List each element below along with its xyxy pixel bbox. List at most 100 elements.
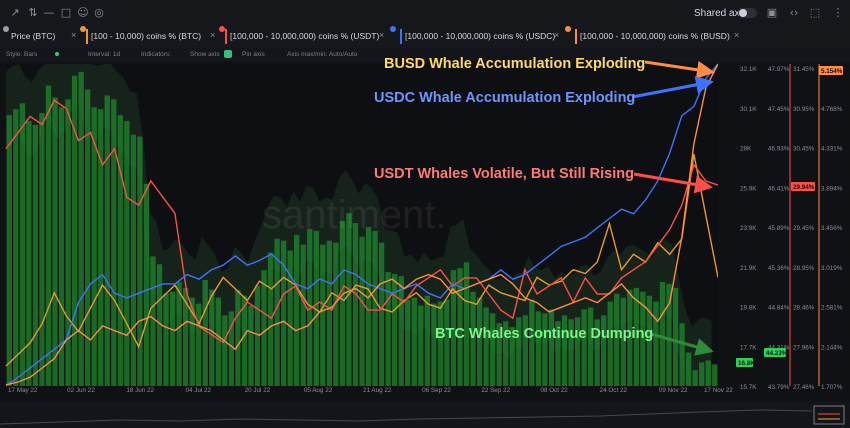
menu-icon[interactable]: ⋮	[832, 6, 844, 19]
price-bar	[320, 244, 326, 386]
close-icon[interactable]: ×	[71, 30, 77, 40]
fullscreen-icon[interactable]: ⬚	[809, 6, 821, 19]
show-axis-label: Show axis	[190, 51, 220, 58]
price-bar	[6, 115, 12, 387]
metric-price-btc[interactable]: Price (BTC)	[11, 31, 56, 41]
axis-tick-label: 47.45%	[768, 106, 790, 113]
close-icon[interactable]: ×	[379, 30, 385, 40]
camera-icon[interactable]: ▣	[766, 6, 778, 19]
metric-usdt-color-dot	[219, 26, 225, 32]
code-icon[interactable]: ‹›	[789, 6, 799, 19]
price-bar	[529, 299, 535, 386]
ruler-icon[interactable]: ⇅	[28, 6, 38, 19]
price-bar	[489, 313, 496, 386]
axis-tick-label: 31.45%	[793, 66, 815, 73]
price-bar	[548, 309, 555, 386]
price-bar	[156, 264, 163, 386]
axis-tick-label: 44.84%	[768, 305, 790, 312]
axis-tick-label: 29.45%	[793, 225, 815, 232]
price-bar	[280, 240, 287, 386]
metric-btc-whales[interactable]: [100 - 10,000) coins % (BTC)	[91, 31, 202, 41]
price-bar	[640, 291, 646, 386]
btc-annotation: BTC Whales Continue Dumping	[435, 326, 653, 342]
axis-tick-label: 45.89%	[768, 225, 790, 232]
axis-tick-label: 3.456%	[821, 225, 843, 232]
metric-usdc-color-bar	[400, 29, 402, 44]
price-bar	[13, 109, 19, 386]
price-bar	[522, 315, 528, 386]
price-bar	[620, 297, 626, 386]
x-axis-label: 20 Jul 22	[245, 387, 271, 394]
axis-tick-label: 27.96%	[793, 344, 815, 351]
style-color-dot	[55, 52, 59, 56]
price-bar	[705, 360, 711, 386]
note-icon[interactable]: □	[60, 6, 72, 19]
show-axis-checkbox[interactable]	[224, 50, 232, 58]
price-bar	[228, 311, 235, 386]
price-bar	[274, 238, 280, 386]
price-bar	[646, 295, 653, 386]
price-bar	[653, 301, 659, 386]
indicators-selector[interactable]: Indicators:	[141, 51, 171, 58]
axis-tick-label: 46.41%	[768, 185, 790, 192]
close-icon[interactable]: ×	[210, 30, 216, 40]
price-bar	[65, 99, 71, 386]
metric-usdt-whales[interactable]: [100,000 - 10,000,000) coins % (USDT)	[230, 31, 380, 41]
price-bar	[209, 289, 215, 386]
style-selector[interactable]: Style: Bars	[6, 51, 38, 58]
navigator-minimap[interactable]	[0, 402, 850, 428]
price-bar	[614, 293, 620, 386]
busd-arrow	[644, 60, 715, 79]
axis-tick-label: 27.46%	[793, 384, 815, 391]
axis-tick-label: 45.36%	[768, 265, 790, 272]
price-bar	[483, 307, 489, 386]
price-bar	[450, 270, 457, 386]
price-bar	[26, 120, 32, 386]
price-bar	[111, 99, 117, 386]
axis-value-marker	[791, 182, 815, 191]
axis-tick-label: 28.46%	[793, 305, 815, 312]
axis-tick-label: 44.31%	[768, 344, 790, 351]
metric-usdc-whales[interactable]: [100,000 - 10,000,000) coins % (USDC)	[405, 31, 556, 41]
price-bar	[78, 71, 84, 386]
price-bar	[712, 364, 718, 386]
axis-tick-label: 46.93%	[768, 146, 790, 153]
price-range-band	[6, 64, 712, 386]
price-bar	[679, 323, 685, 386]
price-bar	[372, 230, 378, 386]
axis-tick-label: 43.79%	[768, 384, 790, 391]
price-bar	[300, 244, 306, 386]
close-icon[interactable]: ×	[554, 30, 560, 40]
axis-max-min-selector[interactable]: Axis max/min: Auto/Auto	[287, 51, 358, 58]
x-axis-label: 04 Jul 22	[186, 387, 212, 394]
price-bar	[385, 272, 391, 386]
eye-icon[interactable]: ◎	[94, 6, 104, 19]
price-bar	[594, 319, 600, 386]
usdt-arrow	[633, 172, 713, 194]
price-bar	[633, 287, 640, 386]
pin-axis-label[interactable]: Pin axis	[242, 51, 265, 58]
price-bar	[418, 305, 424, 386]
price-bar	[182, 287, 189, 386]
shared-axis-toggle[interactable]	[738, 8, 757, 18]
busd-annotation: BUSD Whale Accumulation Exploding	[384, 56, 645, 72]
smile-icon[interactable]: ☺	[77, 6, 89, 19]
metric-busd-whales[interactable]: [100,000 - 10,000,000) coins % (BUSD)	[580, 31, 730, 41]
price-bar	[215, 297, 221, 386]
close-icon[interactable]: ×	[734, 30, 740, 40]
btc-arrow	[650, 332, 714, 356]
price-bar	[346, 213, 352, 386]
price-bar	[444, 299, 450, 386]
pen-icon[interactable]: ↗	[10, 6, 20, 19]
price-bar	[45, 85, 52, 386]
axis-tick-label: 32.1K	[740, 66, 757, 73]
axis-value-marker-label: 44.23%	[766, 350, 788, 357]
minus-icon[interactable]: —	[43, 6, 55, 19]
interval-selector[interactable]: Interval: 1d	[88, 51, 121, 58]
price-bar	[130, 134, 137, 386]
metric-btc-color-bar	[86, 29, 88, 44]
price-bar	[470, 291, 476, 386]
axis-panel	[718, 64, 850, 386]
metric-usdc-color-dot	[390, 26, 396, 32]
price-bar	[581, 309, 587, 386]
